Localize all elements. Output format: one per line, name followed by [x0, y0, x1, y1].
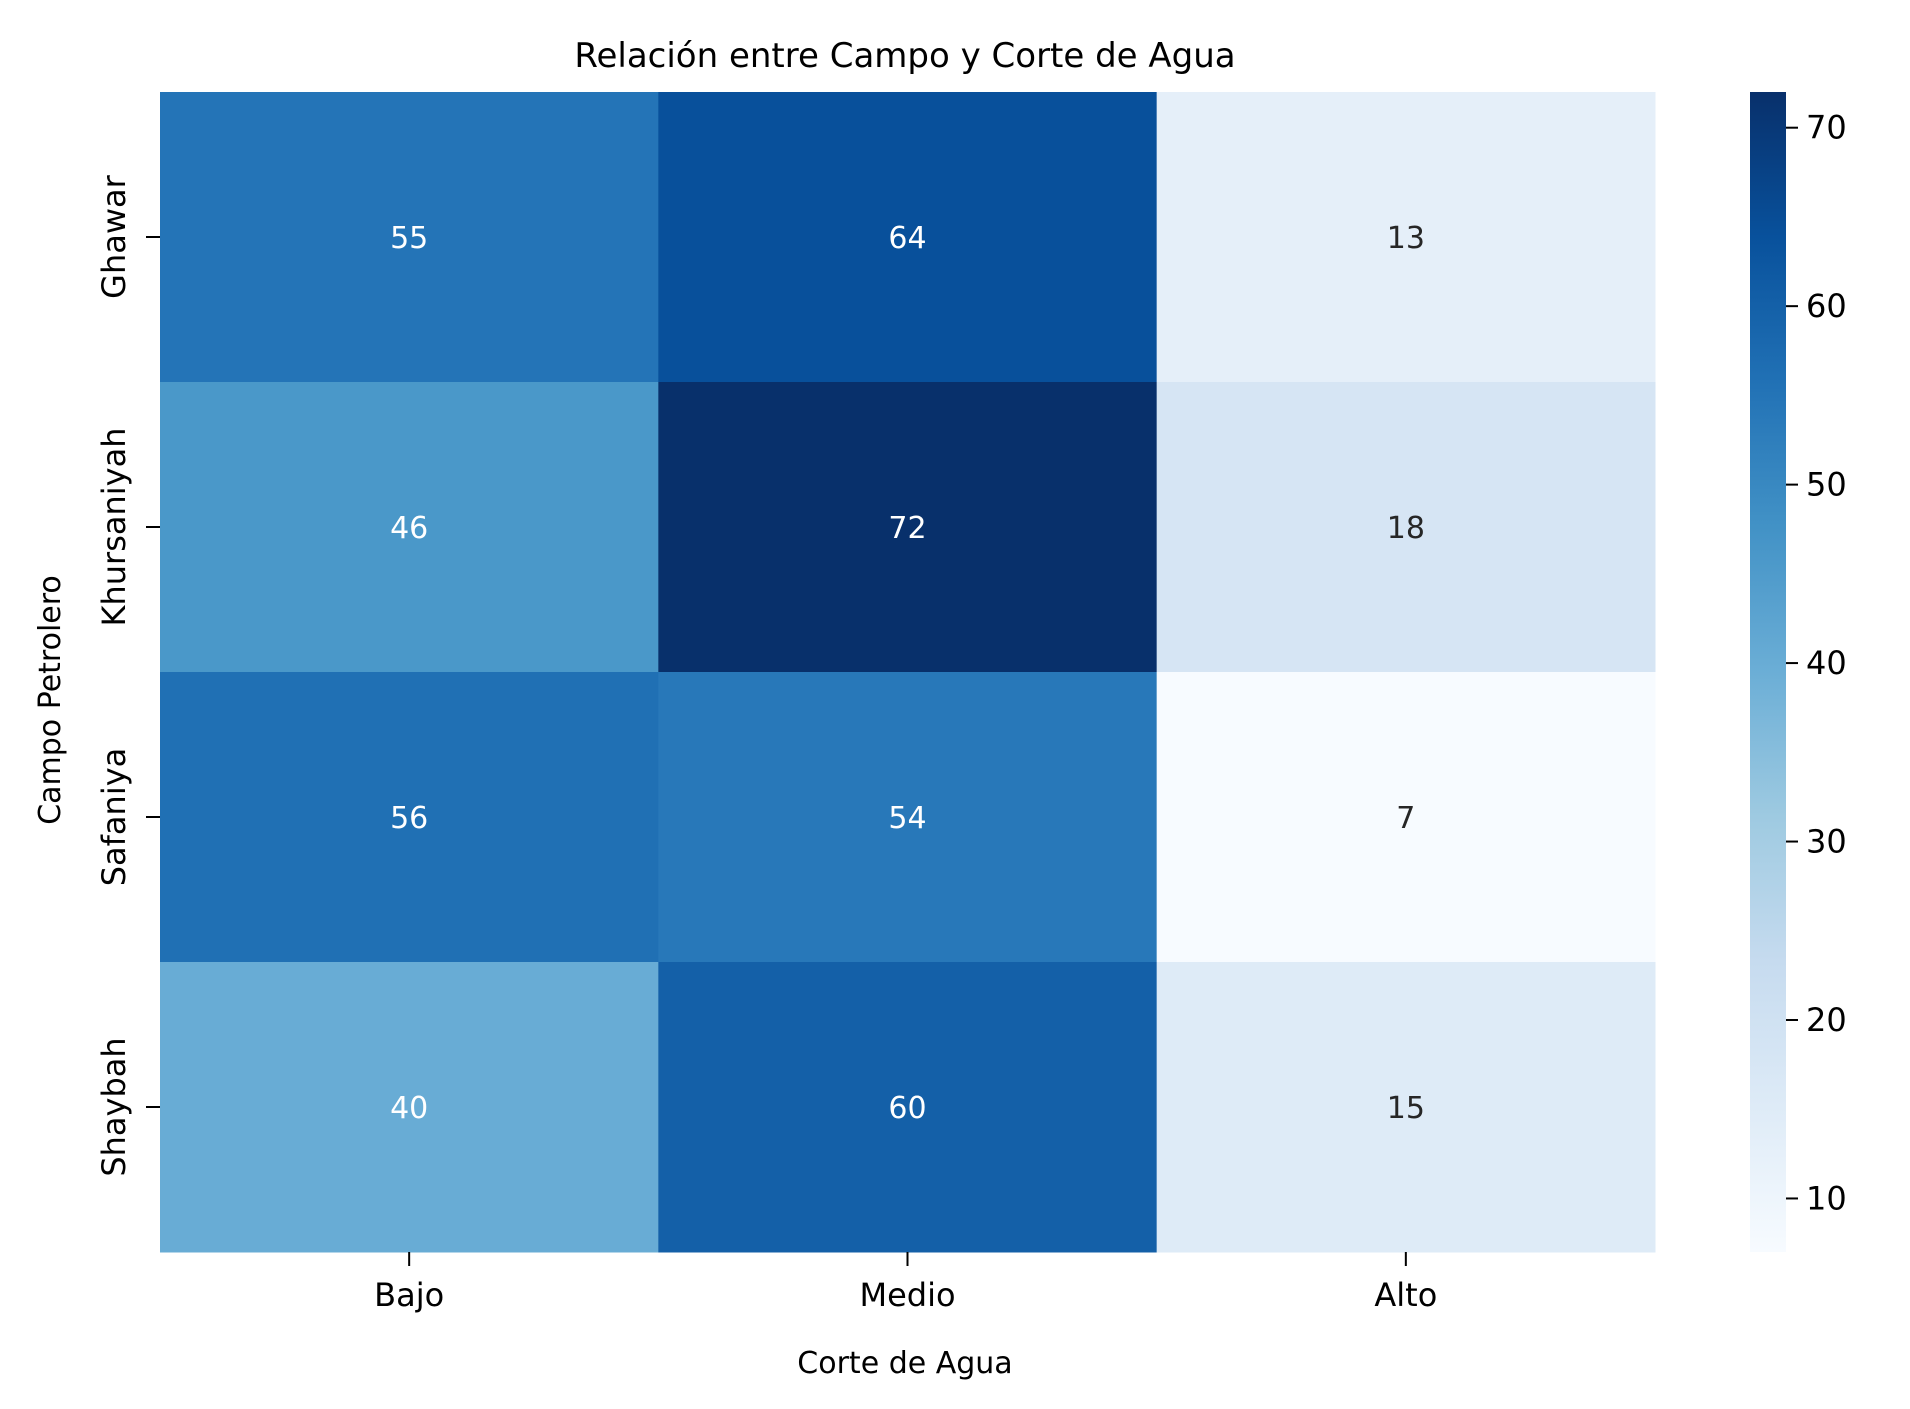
x-axis: Bajo Medio Alto	[374, 1252, 1437, 1314]
y-tick-label: Safaniya	[95, 748, 133, 887]
colorbar-tick-label: 10	[1806, 1179, 1847, 1217]
x-tick-label: Medio	[859, 1276, 955, 1314]
heatmap-cell	[658, 962, 1158, 1253]
colorbar-tick-label: 40	[1806, 644, 1847, 682]
heatmap-cell	[1156, 962, 1656, 1253]
cell-value-label: 72	[888, 511, 926, 546]
heatmap-cell	[1156, 382, 1656, 673]
colorbar-gradient	[1750, 92, 1786, 1252]
heatmap-cell	[160, 382, 659, 673]
x-tick-label: Alto	[1374, 1276, 1437, 1314]
heatmap-cell	[658, 672, 1158, 963]
colorbar-tick-label: 20	[1806, 1001, 1847, 1039]
colorbar-ticks: 10 20 30 40 50 60 70	[1786, 109, 1847, 1217]
y-tick-label: Ghawar	[95, 174, 133, 298]
y-tick-label: Shaybah	[95, 1037, 133, 1176]
cell-value-label: 13	[1387, 221, 1425, 256]
cell-value-label: 18	[1387, 511, 1425, 546]
cell-value-label: 54	[888, 801, 926, 836]
heatmap-cell	[658, 382, 1158, 673]
cell-value-label: 60	[888, 1091, 926, 1126]
heatmap-cell	[658, 92, 1158, 383]
heatmap-cell	[1156, 672, 1656, 963]
cell-value-label: 46	[390, 511, 428, 546]
colorbar: 10 20 30 40 50 60 70	[1750, 92, 1847, 1252]
heatmap-cell	[160, 672, 659, 963]
cell-value-label: 56	[390, 801, 428, 836]
x-axis-label: Corte de Agua	[797, 1346, 1012, 1381]
cell-value-label: 64	[888, 221, 926, 256]
heatmap-cells: 55 64 13 46 72 18 56 54 7 40 60 15	[160, 92, 1656, 1253]
colorbar-tick-label: 70	[1806, 109, 1847, 147]
colorbar-tick-label: 60	[1806, 287, 1847, 325]
y-axis-label: Campo Petrolero	[33, 575, 68, 825]
chart-title: Relación entre Campo y Corte de Agua	[574, 36, 1235, 76]
cell-value-label: 55	[390, 221, 428, 256]
x-tick-label: Bajo	[374, 1276, 444, 1314]
colorbar-tick-label: 30	[1806, 823, 1847, 861]
colorbar-tick-label: 50	[1806, 466, 1847, 504]
y-tick-label: Khursaniyah	[95, 428, 133, 627]
y-axis: Ghawar Khursaniyah Safaniya Shaybah	[95, 174, 160, 1177]
cell-value-label: 15	[1387, 1091, 1425, 1126]
cell-value-label: 7	[1396, 801, 1415, 836]
cell-value-label: 40	[390, 1091, 428, 1126]
heatmap-cell	[160, 962, 659, 1253]
heatmap-cell	[160, 92, 659, 383]
heatmap-cell	[1156, 92, 1656, 383]
